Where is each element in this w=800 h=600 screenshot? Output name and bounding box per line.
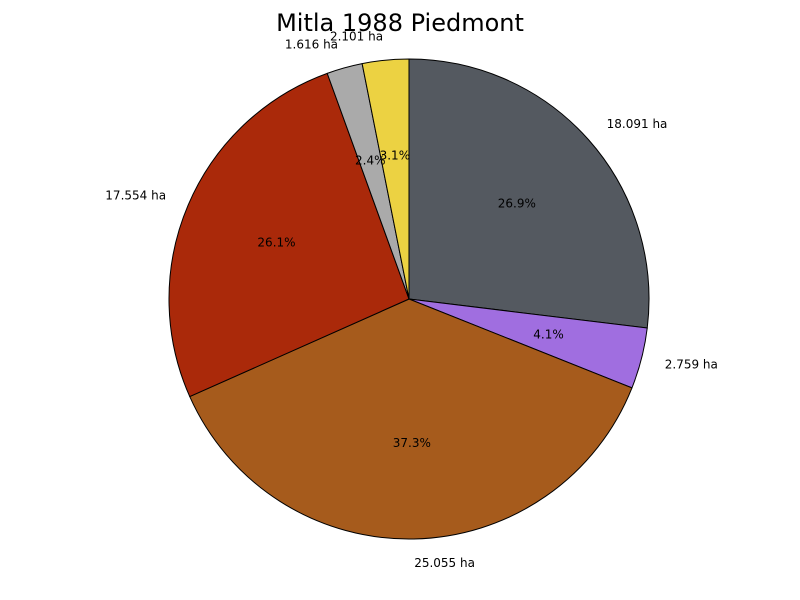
pie-slice-2	[189, 298, 633, 540]
slice-value-label-2: 25.055 ha	[414, 556, 475, 570]
slice-percent-label-0: 26.9%	[498, 197, 536, 211]
slice-percent-label-2: 37.3%	[393, 436, 431, 450]
slice-percent-label-3: 26.1%	[257, 236, 295, 250]
pie-labels: 26.9% 18.091 ha 4.1% 2.759 ha 37.3% 25.055 ha…	[105, 29, 718, 570]
slice-value-label-5: 2.101 ha	[330, 29, 383, 43]
pie-slice-5	[361, 58, 410, 300]
pie-slice-3	[168, 72, 410, 398]
slice-percent-label-5: 3.1%	[380, 149, 411, 163]
slice-value-label-3: 17.554 ha	[105, 189, 166, 203]
pie-slice-0	[408, 58, 650, 329]
chart-title: Mitla 1988 Piedmont	[276, 9, 524, 37]
slice-value-label-1: 2.759 ha	[665, 357, 718, 371]
slice-value-label-4: 1.616 ha	[285, 38, 338, 52]
slice-value-label-0: 18.091 ha	[607, 117, 668, 131]
pie-slices	[168, 58, 650, 540]
slice-percent-label-1: 4.1%	[533, 328, 564, 342]
slice-percent-label-4: 2.4%	[355, 153, 386, 167]
